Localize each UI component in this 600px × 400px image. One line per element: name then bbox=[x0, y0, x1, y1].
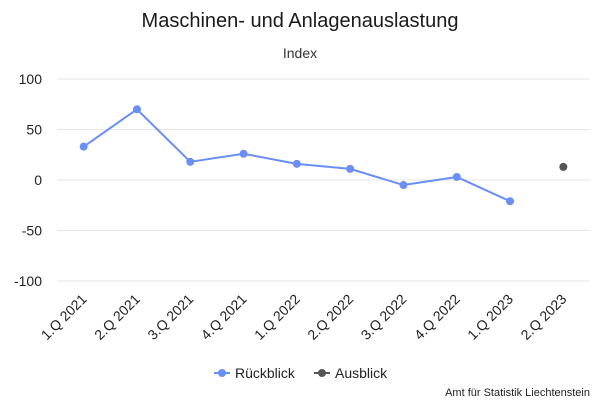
x-tick-label: 4.Q 2022 bbox=[411, 291, 463, 343]
data-point bbox=[132, 105, 141, 114]
x-tick-label: 3.Q 2022 bbox=[358, 291, 410, 343]
series-layer bbox=[79, 105, 568, 206]
x-tick-label: 4.Q 2021 bbox=[198, 291, 250, 343]
y-axis-ticks: 100 50 0 -50 -100 bbox=[14, 71, 42, 289]
x-tick-label: 1.Q 2023 bbox=[464, 291, 516, 343]
credit-text: Amt für Statistik Liechtenstein bbox=[445, 387, 590, 399]
grid-lines bbox=[57, 78, 590, 282]
legend-symbol-marker bbox=[218, 369, 226, 377]
legend-label: Ausblick bbox=[335, 365, 388, 381]
legend-label: Rückblick bbox=[235, 365, 296, 381]
chart-subtitle: Index bbox=[283, 45, 317, 61]
data-point bbox=[79, 142, 88, 151]
x-axis-ticks: 1.Q 2021 2.Q 2021 3.Q 2021 4.Q 2021 1.Q 2022… bbox=[38, 291, 570, 343]
x-tick-label: 1.Q 2021 bbox=[38, 291, 90, 343]
data-point bbox=[559, 162, 568, 171]
legend-symbol-marker bbox=[318, 369, 326, 377]
x-tick-label: 2.Q 2021 bbox=[91, 291, 143, 343]
x-tick-label: 3.Q 2021 bbox=[144, 291, 196, 343]
x-tick-label: 2.Q 2023 bbox=[517, 291, 569, 343]
data-point bbox=[506, 197, 515, 206]
data-point bbox=[292, 159, 301, 168]
legend: Rückblick Ausblick bbox=[214, 365, 388, 381]
y-tick-label: -100 bbox=[14, 273, 42, 289]
data-point bbox=[239, 149, 248, 158]
chart-title: Maschinen- und Anlagenauslastung bbox=[142, 10, 459, 32]
y-tick-label: 100 bbox=[19, 71, 43, 87]
data-point bbox=[452, 172, 461, 181]
series-line bbox=[83, 108, 511, 203]
y-tick-label: 0 bbox=[34, 172, 42, 188]
x-tick-label: 1.Q 2022 bbox=[251, 291, 303, 343]
data-point bbox=[186, 157, 195, 166]
y-tick-label: -50 bbox=[22, 223, 42, 239]
data-point bbox=[346, 164, 355, 173]
y-tick-label: 50 bbox=[26, 122, 42, 138]
data-point bbox=[399, 181, 408, 190]
x-tick-label: 2.Q 2022 bbox=[304, 291, 356, 343]
